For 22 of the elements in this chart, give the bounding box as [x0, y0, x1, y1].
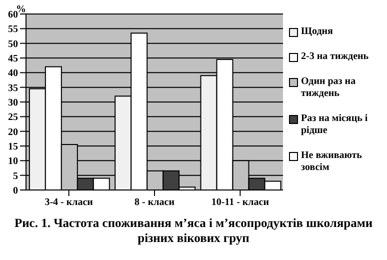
y-tick-label: 5	[13, 170, 18, 182]
y-tick-label: 15	[8, 142, 18, 153]
legend-label: Один раз на тиждень	[301, 76, 357, 100]
y-tick-label: 40	[8, 68, 18, 80]
y-tick-label: 30	[8, 98, 18, 109]
y-tick-label: 60	[8, 10, 18, 21]
y-tick-label: 55	[8, 24, 18, 36]
y-tick-label: 50	[8, 38, 18, 50]
y-tick-label: 25	[8, 112, 18, 124]
x-tick-label: 3-4 - класи	[44, 197, 94, 208]
legend-label: 2-3 на тиждень	[301, 50, 369, 62]
legend-label: Щодня	[301, 26, 333, 38]
legend-label: Раз на місяць і рідше	[301, 112, 369, 136]
y-tick-label: 10	[8, 156, 18, 168]
y-tick-label: 20	[8, 126, 18, 138]
x-tick-label: 8 - класи	[134, 197, 175, 208]
y-tick-label: 35	[8, 82, 18, 94]
text: Рис. 1. Частота споживання м’яса і м’ясопродуктів школярами різних вікових груп	[13, 215, 374, 246]
legend-label: Не вживають зовсім	[301, 150, 363, 174]
y-tick-label: 45	[8, 54, 18, 65]
y-tick-label: 0	[13, 186, 18, 197]
x-tick-label: 10-11 - класи	[211, 197, 270, 208]
